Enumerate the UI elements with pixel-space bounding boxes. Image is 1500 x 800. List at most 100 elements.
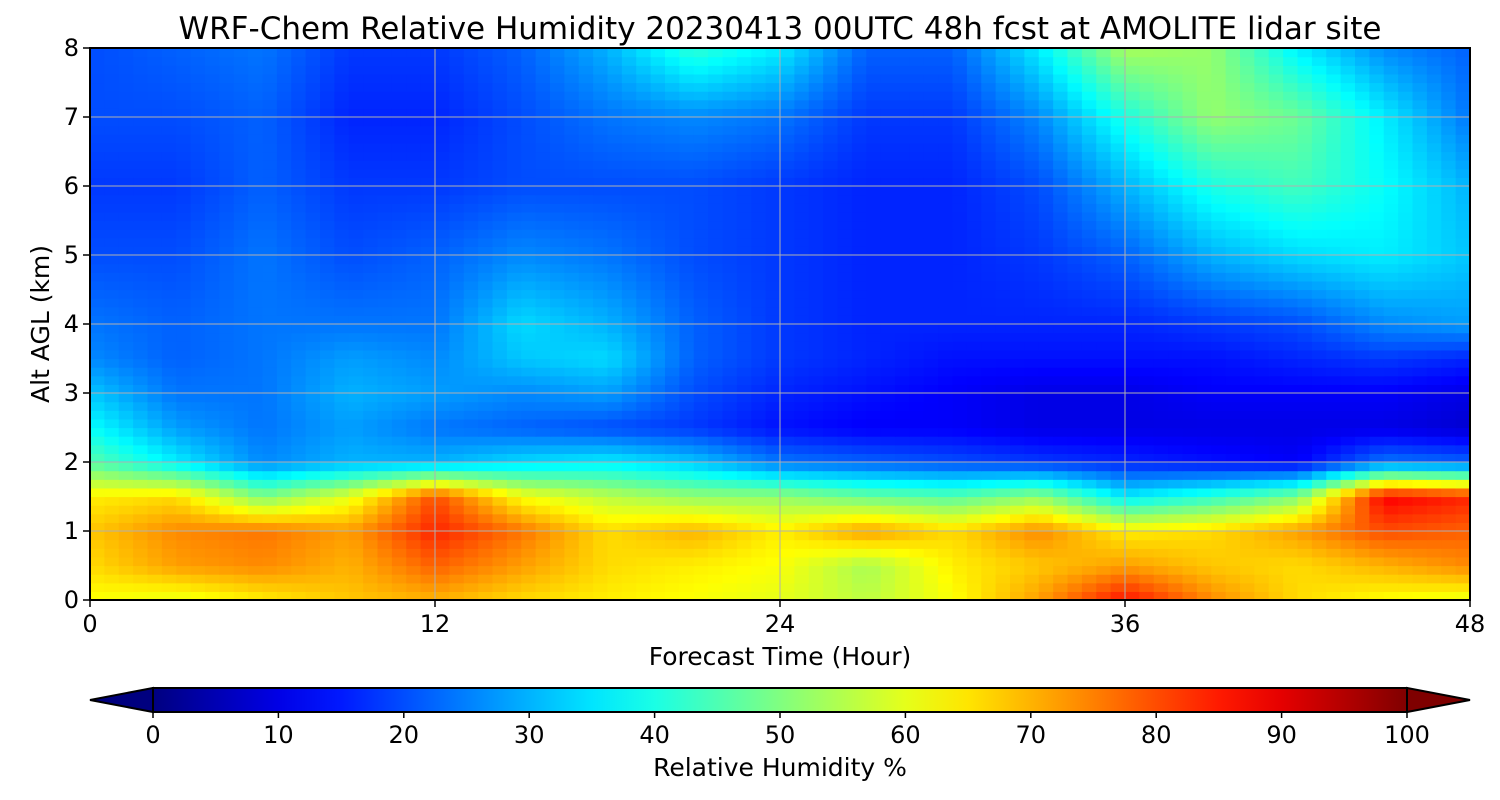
heatmap-cell bbox=[1081, 298, 1097, 308]
heatmap-cell bbox=[348, 591, 364, 600]
heatmap-cell bbox=[1426, 306, 1442, 316]
heatmap-cell bbox=[147, 229, 163, 239]
heatmap-cell bbox=[1024, 229, 1040, 239]
heatmap-cell bbox=[722, 496, 738, 506]
heatmap-cell bbox=[1311, 427, 1327, 437]
heatmap-cell bbox=[1125, 539, 1140, 549]
heatmap-cell bbox=[334, 393, 350, 403]
heatmap-cell bbox=[693, 444, 709, 454]
heatmap-cell bbox=[1369, 582, 1385, 592]
heatmap-cell bbox=[391, 306, 407, 316]
heatmap-cell bbox=[492, 393, 508, 403]
heatmap-cell bbox=[1383, 479, 1399, 489]
heatmap-cell bbox=[564, 332, 580, 342]
heatmap-cell bbox=[550, 255, 565, 265]
heatmap-cell bbox=[1081, 160, 1097, 170]
heatmap-cell bbox=[147, 306, 163, 316]
heatmap-cell bbox=[851, 522, 867, 532]
heatmap-cell bbox=[1369, 315, 1385, 325]
heatmap-cell bbox=[1355, 444, 1370, 454]
heatmap-cell bbox=[1268, 203, 1284, 213]
heatmap-cell bbox=[492, 375, 508, 385]
heatmap-cell bbox=[334, 505, 350, 515]
heatmap-cell bbox=[521, 513, 537, 523]
heatmap-cell bbox=[1240, 367, 1255, 377]
heatmap-cell bbox=[118, 505, 134, 515]
heatmap-cell bbox=[1067, 582, 1083, 592]
heatmap-cell bbox=[377, 556, 393, 567]
heatmap-cell bbox=[1283, 453, 1299, 463]
heatmap-cell bbox=[463, 367, 479, 377]
heatmap-cell bbox=[348, 315, 364, 325]
heatmap-cell bbox=[923, 186, 939, 196]
heatmap-cell bbox=[118, 444, 134, 454]
heatmap-cell bbox=[1369, 375, 1385, 385]
heatmap-cell bbox=[291, 151, 307, 161]
heatmap-cell bbox=[1125, 349, 1140, 360]
heatmap-cell bbox=[276, 306, 292, 316]
heatmap-cell bbox=[1053, 393, 1069, 403]
heatmap-cell bbox=[823, 479, 839, 489]
heatmap-cell bbox=[794, 453, 810, 463]
heatmap-cell bbox=[1412, 341, 1428, 351]
heatmap-cell bbox=[593, 186, 609, 196]
heatmap-cell bbox=[1010, 548, 1025, 558]
heatmap-cell bbox=[751, 220, 767, 230]
heatmap-cell bbox=[1196, 565, 1212, 575]
heatmap-cell bbox=[1340, 194, 1356, 204]
heatmap-cell bbox=[808, 177, 824, 187]
heatmap-cell bbox=[1196, 479, 1212, 489]
heatmap-cell bbox=[1081, 341, 1097, 351]
heatmap-cell bbox=[578, 436, 594, 446]
heatmap-cell bbox=[291, 289, 307, 299]
heatmap-cell bbox=[1398, 401, 1414, 411]
heatmap-cell bbox=[693, 298, 709, 308]
heatmap-cell bbox=[147, 513, 163, 523]
heatmap-cell bbox=[1283, 418, 1299, 429]
heatmap-cell bbox=[219, 229, 235, 239]
heatmap-cell bbox=[435, 427, 450, 437]
heatmap-cell bbox=[1441, 263, 1457, 273]
heatmap-cell bbox=[161, 462, 177, 472]
heatmap-cell bbox=[118, 332, 134, 342]
heatmap-cell bbox=[1196, 358, 1212, 368]
heatmap-cell bbox=[938, 505, 954, 515]
heatmap-cell bbox=[679, 505, 695, 515]
heatmap-cell bbox=[1139, 565, 1155, 575]
heatmap-cell bbox=[1398, 289, 1414, 299]
heatmap-cell bbox=[435, 574, 450, 584]
heatmap-cell bbox=[118, 203, 134, 213]
heatmap-cell bbox=[650, 263, 666, 273]
heatmap-cell bbox=[1283, 341, 1299, 351]
heatmap-cell bbox=[90, 462, 105, 472]
heatmap-cell bbox=[420, 427, 436, 437]
heatmap-cell bbox=[291, 341, 307, 351]
heatmap-cell bbox=[1139, 531, 1155, 541]
heatmap-cell bbox=[219, 582, 235, 592]
heatmap-cell bbox=[1383, 186, 1399, 196]
heatmap-cell bbox=[794, 384, 810, 394]
heatmap-cell bbox=[320, 177, 335, 187]
heatmap-cell bbox=[118, 436, 134, 446]
heatmap-cell bbox=[938, 151, 954, 161]
heatmap-cell bbox=[621, 237, 637, 247]
heatmap-cell bbox=[1038, 272, 1054, 282]
heatmap-cell bbox=[895, 444, 910, 454]
heatmap-cell bbox=[1168, 358, 1184, 368]
heatmap-cell bbox=[420, 272, 436, 282]
heatmap-cell bbox=[1455, 505, 1470, 515]
heatmap-cell bbox=[1125, 151, 1140, 161]
heatmap-cell bbox=[880, 220, 896, 230]
heatmap-cell bbox=[550, 574, 565, 584]
heatmap-cell bbox=[794, 513, 810, 523]
heatmap-cell bbox=[593, 444, 609, 454]
heatmap-cell bbox=[449, 539, 465, 549]
heatmap-cell bbox=[923, 289, 939, 299]
heatmap-cell bbox=[665, 565, 680, 575]
heatmap-cell bbox=[1139, 393, 1155, 403]
heatmap-cell bbox=[1024, 151, 1040, 161]
heatmap-cell bbox=[463, 410, 479, 420]
heatmap-cell bbox=[780, 505, 795, 515]
heatmap-cell bbox=[693, 203, 709, 213]
heatmap-cell bbox=[665, 349, 680, 360]
